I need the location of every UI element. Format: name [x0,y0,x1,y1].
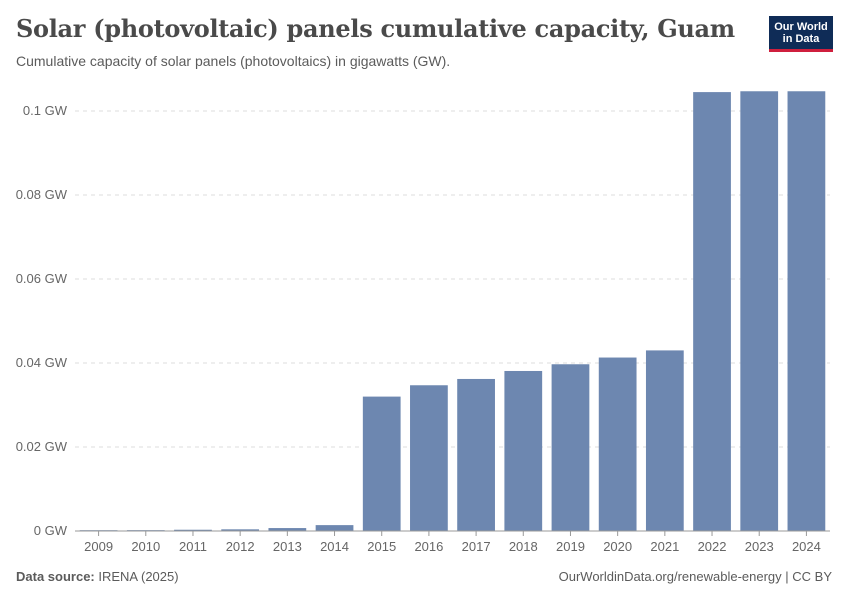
grid-lines [75,110,830,448]
chart-title: Solar (photovoltaic) panels cumulative c… [16,14,735,43]
bar-2014[interactable] [315,525,354,531]
y-tick-label: 0.1 GW [23,103,68,118]
x-tick-label: 2015 [367,539,396,554]
y-tick-label: 0.02 GW [16,439,68,454]
bar-2018[interactable] [504,370,543,531]
x-tick-label: 2017 [462,539,491,554]
data-source-value[interactable]: IRENA (2025) [98,569,179,584]
x-tick-label: 2023 [745,539,774,554]
x-tick-label: 2021 [650,539,679,554]
bar-2023[interactable] [740,91,779,531]
x-tick-label: 2013 [273,539,302,554]
x-tick-label: 2019 [556,539,585,554]
data-source-label: Data source: [16,569,95,584]
x-axis-ticks: 2009 2010 2011 2012 2013 2014 2015 2016 2017 2018… [84,531,821,554]
bar-2015[interactable] [362,396,401,531]
x-tick-label: 2020 [603,539,632,554]
x-tick-label: 2012 [226,539,255,554]
bar-2020[interactable] [598,357,637,531]
x-tick-label: 2014 [320,539,349,554]
logo-line-1: Our World [774,21,828,33]
bar-2012[interactable] [221,529,260,531]
bar-2011[interactable] [174,529,212,531]
attribution-link[interactable]: OurWorldinData.org/renewable-energy | CC… [558,569,832,584]
y-tick-label: 0.06 GW [16,271,68,286]
x-tick-label: 2009 [84,539,113,554]
y-axis-ticks: 0 GW 0.02 GW 0.04 GW 0.06 GW 0.08 GW 0.1 GW [16,103,68,538]
x-tick-label: 2022 [698,539,727,554]
logo-line-2: in Data [782,33,820,45]
x-tick-label: 2010 [131,539,160,554]
x-tick-label: 2016 [414,539,443,554]
x-tick-label: 2024 [792,539,821,554]
chart-subtitle: Cumulative capacity of solar panels (pho… [16,53,451,69]
bar-2016[interactable] [410,385,448,531]
bars [79,91,826,531]
bar-2019[interactable] [551,364,590,531]
x-tick-label: 2011 [179,539,207,554]
bar-2024[interactable] [787,91,826,531]
bar-2017[interactable] [457,378,495,531]
y-tick-label: 0 GW [34,523,68,538]
data-source: Data source: IRENA (2025) [16,569,179,584]
bar-2013[interactable] [268,528,307,531]
y-tick-label: 0.04 GW [16,355,68,370]
y-tick-label: 0.08 GW [16,187,68,202]
bar-2022[interactable] [693,92,731,531]
owid-logo[interactable]: Our World in Data [769,16,833,52]
bar-2021[interactable] [645,350,684,531]
x-tick-label: 2018 [509,539,538,554]
